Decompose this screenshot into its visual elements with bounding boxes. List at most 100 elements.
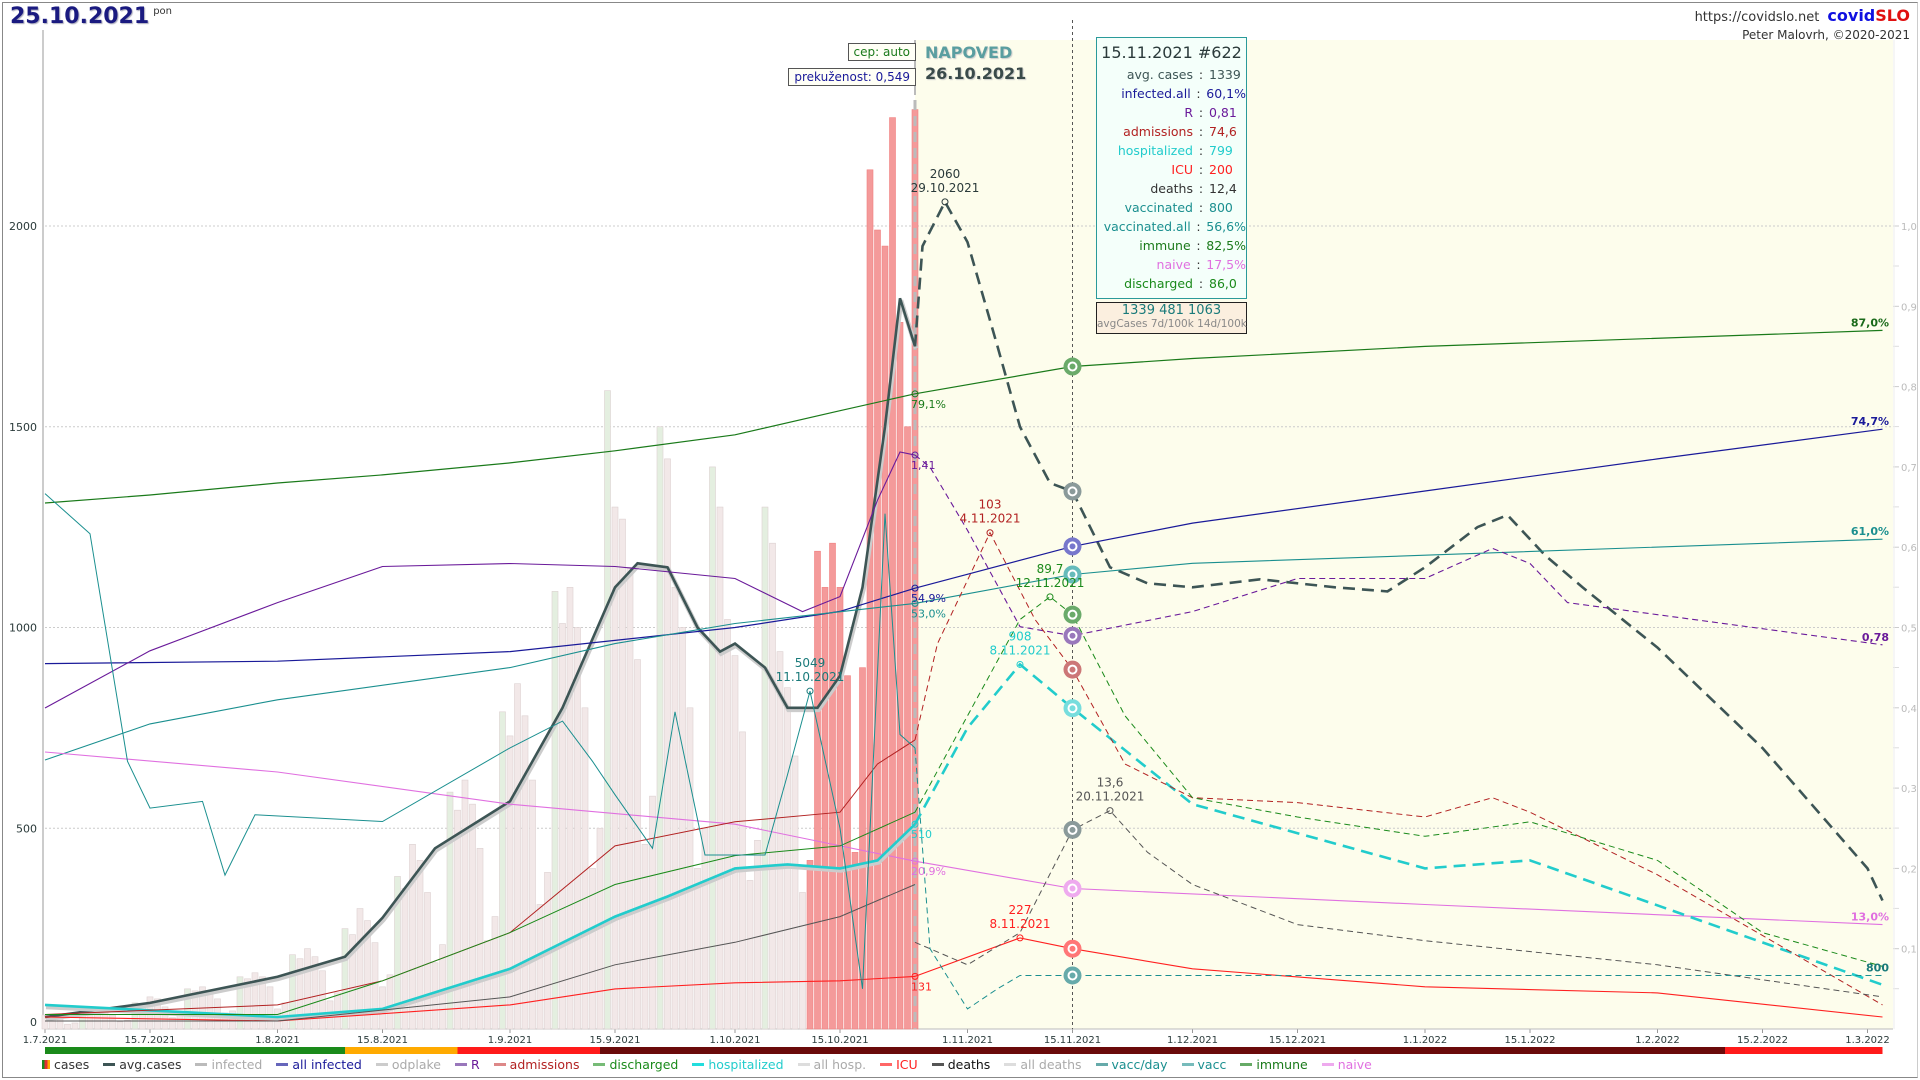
legend-item-immune[interactable]: immune — [1240, 1057, 1308, 1072]
tooltip-row-r: R:0,81 — [1097, 103, 1246, 122]
separator: : — [1198, 124, 1204, 139]
deaths-line — [45, 884, 916, 1022]
chart-legend: cases avg.cases infected all infected odplak… — [42, 1057, 1372, 1072]
case-bar — [746, 880, 754, 1030]
separator: : — [1196, 219, 1201, 234]
r-cursor-marker-ring — [1067, 630, 1078, 641]
legend-item-odplake[interactable]: odplake — [375, 1057, 441, 1072]
peak-value-label: 103 — [979, 498, 1002, 512]
legend-label: odplake — [391, 1057, 441, 1072]
tooltip-row-label: R — [1184, 105, 1193, 120]
tooltip-row-value: 56,6% — [1206, 219, 1246, 234]
tooltip-footer: 1339 481 1063 avgCases 7d/100k 14d/100k — [1096, 302, 1247, 334]
case-bar — [866, 169, 874, 1030]
case-bar — [304, 948, 311, 1030]
case-bar — [626, 566, 634, 1030]
tooltip-row-label: infected.all — [1121, 86, 1191, 101]
case-bar — [814, 550, 821, 1030]
legend-item-cases[interactable]: cases — [42, 1057, 89, 1072]
case-bar — [889, 117, 896, 1030]
legend-item-icu[interactable]: ICU — [880, 1057, 918, 1072]
case-bar — [799, 892, 806, 1030]
all-infected-cursor-marker-ring — [1067, 541, 1078, 552]
peak-value-label: 5049 — [795, 656, 826, 670]
vacc-cursor-marker-ring — [1067, 569, 1078, 580]
legend-item-all-infected[interactable]: all infected — [276, 1057, 362, 1072]
legend-item-deaths[interactable]: deaths — [931, 1057, 990, 1072]
peak-date-label: 8.11.2021 — [989, 643, 1050, 657]
y-tick-label: 0 — [30, 1016, 37, 1029]
case-bar — [709, 466, 716, 1030]
tooltip-row-discharged: discharged:86,0 — [1097, 274, 1246, 293]
y2-tick-label: 1,0 — [1901, 222, 1917, 233]
today-value-label: 131 — [911, 980, 932, 993]
legend-swatch-icon — [276, 1063, 289, 1066]
legend-item-vacc-day[interactable]: vacc/day — [1095, 1057, 1168, 1072]
author-credit: Peter Malovrh, ©2020-2021 — [1742, 28, 1910, 42]
case-bar — [851, 852, 859, 1030]
immune-cursor-marker — [1063, 357, 1082, 376]
legend-item-all-hosp-[interactable]: all hosp. — [797, 1057, 867, 1072]
legend-item-vacc[interactable]: vacc — [1181, 1057, 1226, 1072]
brand-logo[interactable]: covidSLO — [1827, 6, 1910, 25]
case-bar — [821, 587, 829, 1030]
legend-item-naive[interactable]: naive — [1321, 1057, 1372, 1072]
prekuzenost-setting-button[interactable]: prekuženost: 0,549 — [788, 68, 916, 86]
tooltip-row-value: 1339 — [1209, 67, 1241, 82]
admissions-cursor-marker-ring — [1067, 664, 1078, 675]
case-bar — [634, 659, 641, 1030]
today-marker — [911, 390, 919, 398]
deaths-cursor-marker-ring — [1067, 824, 1078, 835]
legend-item-hospitalized[interactable]: hospitalized — [692, 1057, 784, 1072]
case-bar — [784, 687, 791, 1030]
tooltip-row-label: naive — [1156, 257, 1191, 272]
tooltip-row-infected-all: infected.all:60,1% — [1097, 84, 1246, 103]
case-bar — [364, 920, 371, 1030]
tooltip-row-value: 200 — [1209, 162, 1233, 177]
legend-item-r[interactable]: R — [454, 1057, 480, 1072]
case-bar — [454, 809, 461, 1030]
immune-cursor-marker-ring — [1067, 361, 1078, 372]
peak-marker — [1106, 807, 1114, 815]
case-bar — [806, 860, 814, 1030]
site-url-link[interactable]: https://covidslo.net — [1694, 10, 1820, 25]
tooltip-row-value: 82,5% — [1206, 238, 1246, 253]
legend-item-infected[interactable]: infected — [195, 1057, 262, 1072]
peak-value-label: 227 — [1009, 903, 1032, 917]
case-bar — [259, 976, 266, 1030]
legend-label: all hosp. — [813, 1057, 867, 1072]
separator: : — [1196, 257, 1201, 272]
case-bar — [371, 942, 379, 1030]
discharged-forecast-line — [914, 596, 1883, 967]
today-marker — [911, 451, 919, 459]
peak-value-label: 13,6 — [1097, 776, 1124, 790]
today-marker — [911, 584, 919, 592]
case-bar — [169, 1017, 176, 1030]
legend-item-all-deaths[interactable]: all deaths — [1004, 1057, 1082, 1072]
case-bar — [506, 735, 514, 1030]
separator: : — [1196, 86, 1201, 101]
peak-marker — [941, 198, 949, 206]
tooltip-row-label: deaths — [1150, 181, 1193, 196]
end-value-label: 13,0% — [1851, 911, 1889, 924]
cep-setting-button[interactable]: cep: auto — [847, 43, 916, 61]
legend-label: cases — [54, 1057, 90, 1072]
hospitalized-cursor-marker-ring — [1067, 703, 1078, 714]
legend-item-discharged[interactable]: discharged — [593, 1057, 678, 1072]
legend-swatch-icon — [1181, 1063, 1194, 1066]
naive-line — [44, 751, 916, 862]
x-tick-label: 15.7.2021 — [125, 1035, 176, 1046]
x-tick-label: 15.9.2021 — [590, 1035, 641, 1046]
tooltip-row-label: hospitalized — [1117, 143, 1193, 158]
legend-item-avg-cases[interactable]: avg.cases — [103, 1057, 181, 1072]
peak-date-label: 29.10.2021 — [911, 181, 980, 195]
legend-item-admissions[interactable]: admissions — [493, 1057, 579, 1072]
today-value-label: 54,9% — [911, 592, 946, 605]
case-bar — [461, 779, 469, 1030]
case-bar — [896, 322, 904, 1030]
case-bar — [536, 904, 544, 1030]
all-infected-line — [44, 587, 916, 665]
case-bar — [739, 731, 746, 1030]
tooltip-row-value: 60,1% — [1206, 86, 1246, 101]
x-tick-label: 1.7.2021 — [23, 1035, 68, 1046]
